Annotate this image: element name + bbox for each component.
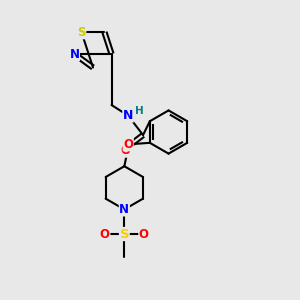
Text: O: O: [100, 227, 110, 241]
Text: H: H: [135, 106, 144, 116]
Text: S: S: [119, 227, 129, 241]
Text: N: N: [119, 203, 129, 216]
Text: O: O: [139, 227, 149, 241]
Text: S: S: [77, 26, 86, 39]
Text: O: O: [120, 144, 130, 157]
Text: N: N: [123, 109, 133, 122]
Text: N: N: [70, 47, 80, 61]
Text: O: O: [123, 138, 133, 151]
